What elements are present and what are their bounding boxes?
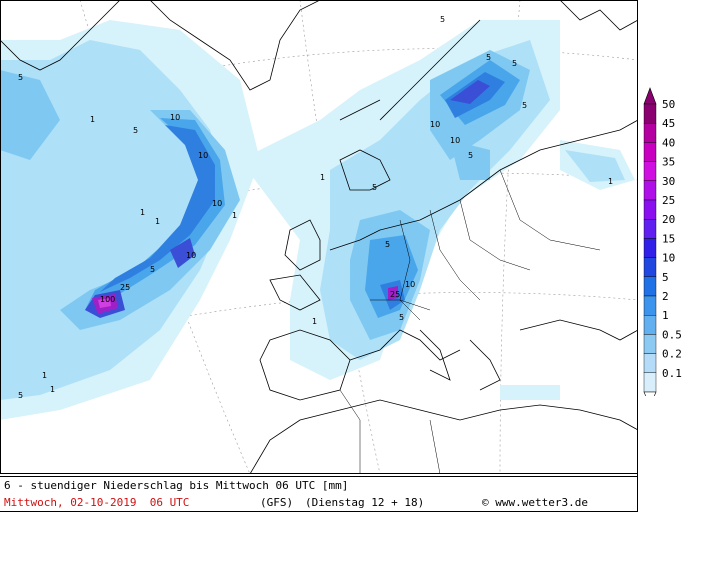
legend-label: 0.5 xyxy=(662,328,682,341)
precip-legend: 50 45 40 35 30 25 20 15 10 5 2 1 0.5 0.2 0.1 xyxy=(643,87,682,396)
legend-swatch xyxy=(643,238,657,258)
legend-swatch xyxy=(643,103,657,124)
contour-label: 5 xyxy=(385,240,390,249)
legend-swatch xyxy=(643,180,657,201)
contour-label: 10 xyxy=(170,113,180,122)
contour-label: 1 xyxy=(608,177,613,186)
contour-label: 5 xyxy=(372,183,377,192)
contour-label: 5 xyxy=(399,313,404,322)
model-name: (GFS) xyxy=(260,496,294,509)
legend-arrow-down xyxy=(643,391,657,396)
contour-label: 5 xyxy=(18,73,23,82)
legend-swatch xyxy=(643,295,657,316)
contour-label: 5 xyxy=(133,126,138,135)
contour-label: 5 xyxy=(486,53,491,62)
contour-label: 10 xyxy=(430,120,440,129)
legend-swatch xyxy=(643,161,657,181)
precipitation-map: 5 1 5 10 10 10 10 5 25 100 1 1 1 1 5 1 5… xyxy=(0,0,638,474)
contour-label: 5 xyxy=(512,59,517,68)
legend-swatch xyxy=(643,334,657,354)
contour-label: 1 xyxy=(42,371,47,380)
contour-label: 1 xyxy=(232,211,237,220)
legend-swatch xyxy=(643,199,657,220)
map-caption-footer: Mittwoch, 02-10-2019 06 UTC (GFS) (Diens… xyxy=(0,494,638,512)
contour-label: 25 xyxy=(120,283,130,292)
legend-label: 1 xyxy=(662,309,669,322)
contour-label: 5 xyxy=(18,391,23,400)
contour-label: 25 xyxy=(390,290,400,299)
legend-label: 15 xyxy=(662,232,675,245)
legend-label: 0.1 xyxy=(662,367,682,380)
contour-label: 5 xyxy=(522,101,527,110)
contour-label: 5 xyxy=(440,15,445,24)
contour-label: 10 xyxy=(450,136,460,145)
legend-swatch xyxy=(643,123,657,143)
legend-label: 20 xyxy=(662,213,675,226)
legend-swatch xyxy=(643,314,657,335)
contour-label: 10 xyxy=(212,199,222,208)
legend-label: 45 xyxy=(662,117,675,130)
contour-label: 1 xyxy=(320,173,325,182)
contour-label: 1 xyxy=(155,217,160,226)
legend-swatch xyxy=(643,353,657,374)
legend-label: 35 xyxy=(662,156,675,169)
contour-label: 100 xyxy=(100,295,115,304)
legend-label: 10 xyxy=(662,252,675,265)
contour-label: 10 xyxy=(405,280,415,289)
legend-label: 50 xyxy=(662,98,675,111)
credit-link[interactable]: © www.wetter3.de xyxy=(482,496,588,509)
legend-label: 25 xyxy=(662,194,675,207)
legend-swatch xyxy=(643,142,657,162)
contour-label: 1 xyxy=(50,385,55,394)
contour-label: 5 xyxy=(150,265,155,274)
contour-label: 1 xyxy=(90,115,95,124)
legend-label: 0.2 xyxy=(662,348,682,361)
legend-label: 40 xyxy=(662,136,675,149)
legend-swatch xyxy=(643,257,657,278)
legend-swatch xyxy=(643,276,657,297)
precip-50 xyxy=(98,298,111,308)
valid-date: Mittwoch, 02-10-2019 06 UTC xyxy=(4,496,190,509)
contour-label: 10 xyxy=(186,251,196,260)
model-run: (Dienstag 12 + 18) xyxy=(305,496,425,509)
legend-swatch xyxy=(643,372,657,393)
map-caption-title: 6 - stuendiger Niederschlag bis Mittwoch… xyxy=(0,476,638,494)
contour-label: 10 xyxy=(198,151,208,160)
contour-label: 1 xyxy=(140,208,145,217)
contour-label: 5 xyxy=(468,151,473,160)
legend-label: 2 xyxy=(662,290,669,303)
legend-label: 30 xyxy=(662,175,675,188)
contour-labels: 5 1 5 10 10 10 10 5 25 100 1 1 1 1 5 1 5… xyxy=(18,15,613,400)
borders xyxy=(339,169,601,474)
legend-label: 5 xyxy=(662,271,669,284)
contour-label: 1 xyxy=(312,317,317,326)
legend-arrow-up xyxy=(643,87,657,105)
legend-swatch xyxy=(643,218,657,239)
